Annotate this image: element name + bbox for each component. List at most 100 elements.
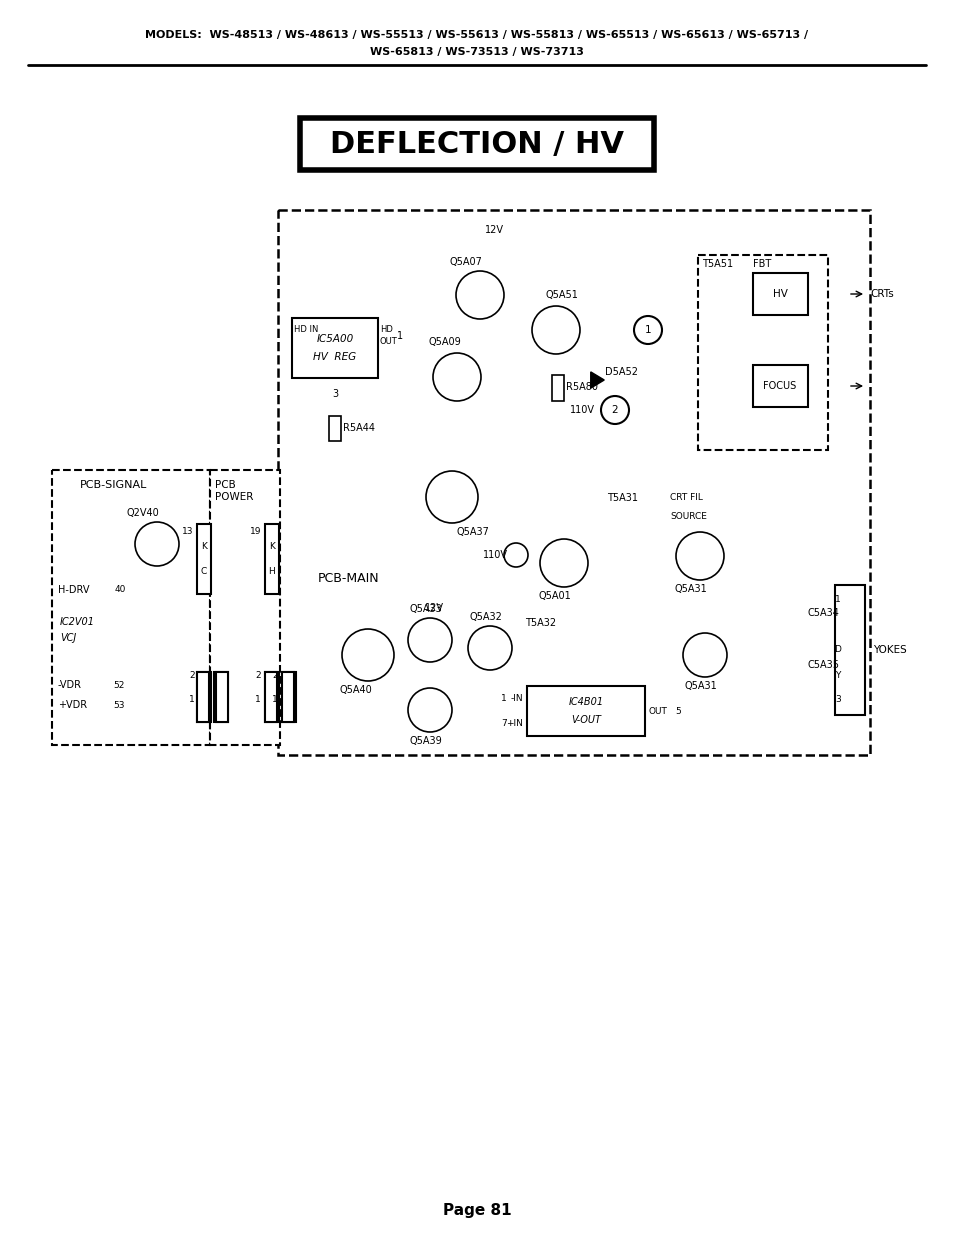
Bar <box>265 672 276 722</box>
Bar <box>282 672 294 722</box>
Text: 12V: 12V <box>424 603 443 613</box>
Text: 53: 53 <box>112 700 125 709</box>
Bar <box>292 317 377 378</box>
Text: 1: 1 <box>272 695 277 704</box>
Bar <box>196 524 211 594</box>
Text: Q2V40: Q2V40 <box>127 508 159 517</box>
Text: 1: 1 <box>255 695 261 704</box>
Bar <box>752 366 807 408</box>
Text: 1: 1 <box>644 325 651 335</box>
Text: 110V: 110V <box>482 550 507 559</box>
Text: 5: 5 <box>675 706 680 715</box>
Text: DEFLECTION / HV: DEFLECTION / HV <box>330 131 623 159</box>
Text: IC4B01: IC4B01 <box>568 697 603 706</box>
Text: HD IN: HD IN <box>294 326 318 335</box>
Text: FOCUS: FOCUS <box>762 382 796 391</box>
Text: D5A52: D5A52 <box>604 367 638 377</box>
Bar <box>265 672 278 722</box>
Text: HV  REG: HV REG <box>314 352 356 362</box>
Circle shape <box>600 396 628 424</box>
Text: Q5A51: Q5A51 <box>545 290 578 300</box>
Text: Page 81: Page 81 <box>442 1203 511 1218</box>
Bar <box>526 685 644 736</box>
Text: Q5A09: Q5A09 <box>429 337 461 347</box>
Text: T5A31: T5A31 <box>606 493 638 503</box>
Text: Q5A33: Q5A33 <box>410 604 442 614</box>
Text: HV: HV <box>772 289 786 299</box>
Circle shape <box>341 629 394 680</box>
Circle shape <box>456 270 503 319</box>
Text: H-DRV: H-DRV <box>58 585 90 595</box>
Text: Q5A31: Q5A31 <box>675 584 707 594</box>
Text: 1: 1 <box>500 694 506 703</box>
Bar <box>265 524 278 594</box>
Circle shape <box>408 618 452 662</box>
Text: 2: 2 <box>255 672 261 680</box>
Bar <box>834 585 864 715</box>
Text: FBT: FBT <box>752 259 770 269</box>
Text: C5A34: C5A34 <box>807 608 839 618</box>
Text: Q5A37: Q5A37 <box>456 527 489 537</box>
Circle shape <box>532 306 579 354</box>
Bar <box>213 672 228 722</box>
Bar <box>299 119 654 170</box>
Text: Q5A32: Q5A32 <box>470 613 502 622</box>
Bar <box>698 254 827 450</box>
Text: -VDR: -VDR <box>58 680 82 690</box>
Text: HD: HD <box>379 326 393 335</box>
Text: PCB-MAIN: PCB-MAIN <box>317 572 379 584</box>
Text: R5A44: R5A44 <box>343 424 375 433</box>
Text: R5A80: R5A80 <box>565 383 598 393</box>
Text: +IN: +IN <box>506 719 522 727</box>
Text: 3: 3 <box>834 695 840 704</box>
Circle shape <box>135 522 179 566</box>
Text: K: K <box>201 542 207 551</box>
Text: 2: 2 <box>190 672 194 680</box>
Text: IC2V01: IC2V01 <box>60 618 95 627</box>
Text: Q5A07: Q5A07 <box>450 257 482 267</box>
Text: OUT: OUT <box>648 706 667 715</box>
Text: Q5A39: Q5A39 <box>410 736 442 746</box>
Text: C5A35: C5A35 <box>807 659 840 671</box>
Text: 2: 2 <box>611 405 618 415</box>
Polygon shape <box>590 372 603 388</box>
Text: 3: 3 <box>332 389 337 399</box>
Circle shape <box>468 626 512 671</box>
Circle shape <box>503 543 527 567</box>
Text: H: H <box>269 567 275 576</box>
Text: +VDR: +VDR <box>58 700 87 710</box>
Bar <box>210 471 280 745</box>
Bar <box>196 672 211 722</box>
Bar <box>329 416 340 441</box>
Text: VCJ: VCJ <box>60 634 76 643</box>
Text: C: C <box>201 567 207 576</box>
Text: Y: Y <box>835 671 840 679</box>
Text: T5A51: T5A51 <box>701 259 732 269</box>
Text: CRT FIL: CRT FIL <box>669 493 702 501</box>
Text: 52: 52 <box>112 680 124 689</box>
Circle shape <box>426 471 477 522</box>
Bar <box>752 273 807 315</box>
Circle shape <box>433 353 480 401</box>
Text: 110V: 110V <box>569 405 595 415</box>
Circle shape <box>634 316 661 345</box>
Text: 12V: 12V <box>484 225 503 235</box>
Circle shape <box>539 538 587 587</box>
Text: 1: 1 <box>396 331 402 341</box>
Text: 19: 19 <box>250 527 261 536</box>
Text: 1: 1 <box>189 695 194 704</box>
Text: YOKES: YOKES <box>872 645 905 655</box>
Text: V-OUT: V-OUT <box>571 715 600 725</box>
Text: SOURCE: SOURCE <box>669 513 706 521</box>
Bar <box>282 672 295 722</box>
Circle shape <box>408 688 452 732</box>
Text: 1: 1 <box>834 595 840 604</box>
Text: OUT: OUT <box>379 337 397 347</box>
Text: Q5A31: Q5A31 <box>684 680 717 692</box>
Text: WS-65813 / WS-73513 / WS-73713: WS-65813 / WS-73513 / WS-73713 <box>370 47 583 57</box>
Bar <box>552 374 563 400</box>
Bar <box>196 672 209 722</box>
Text: D: D <box>834 646 841 655</box>
Text: 13: 13 <box>181 527 193 536</box>
Text: 7: 7 <box>500 719 506 727</box>
